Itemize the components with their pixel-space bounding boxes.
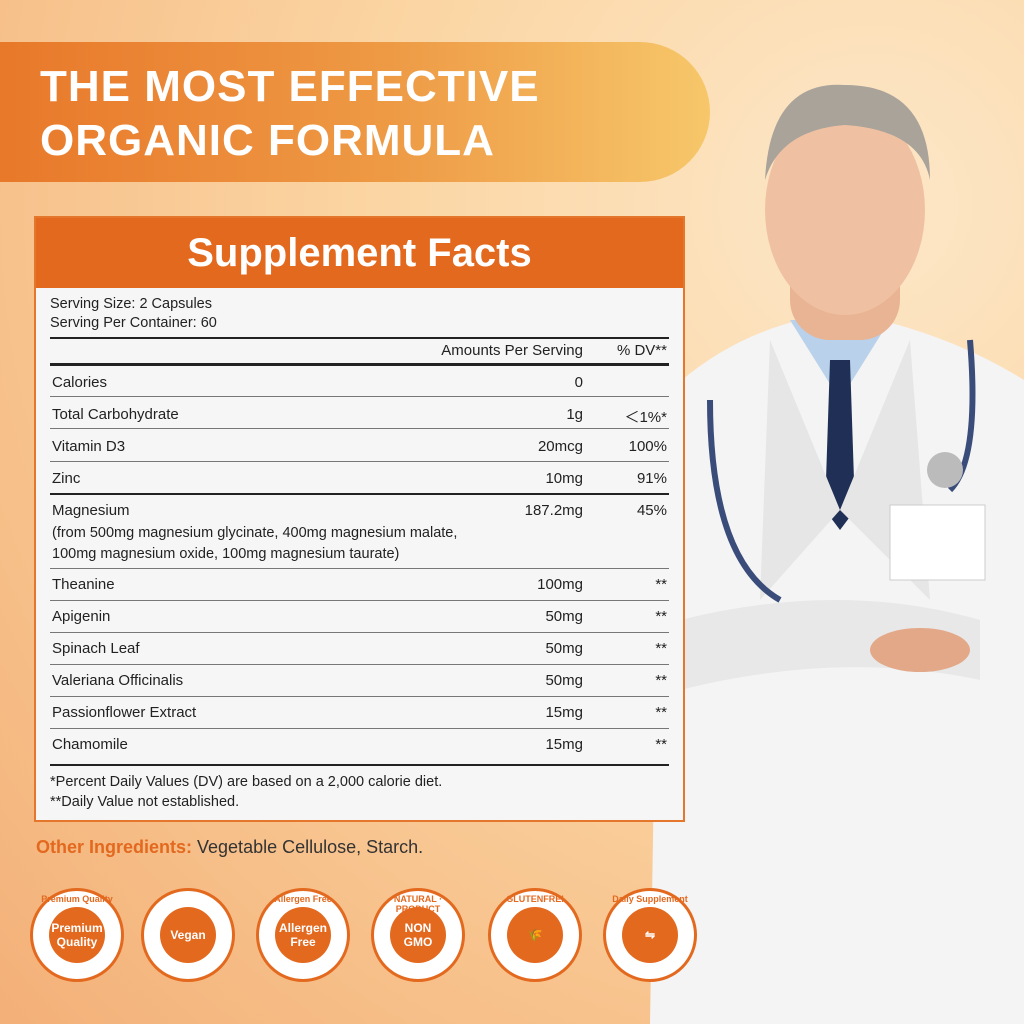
nutrient-dv: 45% <box>636 502 667 519</box>
divider <box>50 664 669 665</box>
serving-per-container: Serving Per Container: 60 <box>50 315 217 331</box>
nutrient-amount: 100mg <box>537 576 583 593</box>
divider <box>50 461 669 462</box>
other-ingredients-value: Vegetable Cellulose, Starch. <box>192 837 424 857</box>
nutrient-amount: 50mg <box>545 672 583 689</box>
badge-5: Daily Supplement ⇋ <box>603 888 697 982</box>
nutrient-amount: 10mg <box>545 470 583 487</box>
nutrient-amount: 15mg <box>545 704 583 721</box>
other-ingredients: Other Ingredients: Vegetable Cellulose, … <box>36 837 423 858</box>
nutrient-name: Passionflower Extract <box>52 704 197 721</box>
nutrient-amount: 20mcg <box>537 438 583 455</box>
nutrient-amount: 0 <box>574 374 583 391</box>
divider <box>50 632 669 633</box>
nutrient-dv: ** <box>655 608 667 625</box>
divider <box>50 600 669 601</box>
nutrient-dv: ** <box>655 640 667 657</box>
badge-2: Allergen Free Allergen Free <box>256 888 350 982</box>
divider <box>50 337 669 339</box>
divider <box>50 568 669 569</box>
nutrient-amount: 187.2mg <box>524 502 583 519</box>
nutrient-amount: 50mg <box>545 608 583 625</box>
badge-ring-text: Premium Quality <box>41 894 113 904</box>
headline-banner: THE MOST EFFECTIVE ORGANIC FORMULA <box>0 42 710 182</box>
other-ingredients-label: Other Ingredients: <box>36 837 193 857</box>
badge-center: NON GMO <box>390 907 446 963</box>
badge-ring-text <box>147 894 229 976</box>
badge-ring-text: Daily Supplement <box>612 894 688 904</box>
divider <box>50 728 669 729</box>
headline-line2: ORGANIC FORMULA <box>40 116 495 165</box>
nutrient-dv: 91% <box>636 470 667 487</box>
supplement-facts-panel: Supplement Facts Serving Size: 2 Capsule… <box>34 216 685 822</box>
nutrient-name: Total Carbohydrate <box>52 406 179 423</box>
badge-center: Allergen Free <box>275 907 331 963</box>
nutrient-name: Apigenin <box>52 608 111 625</box>
divider <box>50 396 669 397</box>
badge-ring-text: GLUTENFREI <box>506 894 564 904</box>
footnote-not-established: **Daily Value not established. <box>50 794 240 810</box>
nutrient-source-note: (from 500mg magnesium glycinate, 400mg m… <box>52 525 458 541</box>
divider <box>50 696 669 697</box>
doctor-image <box>650 84 1024 1024</box>
nutrient-name: Zinc <box>52 470 81 487</box>
nutrient-name: Spinach Leaf <box>52 640 140 657</box>
nutrient-dv: ** <box>655 576 667 593</box>
divider <box>50 493 669 495</box>
nutrient-dv: ** <box>655 736 667 753</box>
badge-ring-text: NATURAL · PRODUCT <box>393 894 443 914</box>
badge-center: Premium Quality <box>49 907 105 963</box>
facts-title: Supplement Facts <box>36 218 683 288</box>
badge-center: Vegan <box>160 907 216 963</box>
serving-size: Serving Size: 2 Capsules <box>50 296 212 312</box>
nutrient-amount: 1g <box>566 406 583 423</box>
badge-4: GLUTENFREI 🌾 <box>488 888 582 982</box>
divider <box>50 764 669 766</box>
badge-center: ⇋ <box>622 907 678 963</box>
nutrient-amount: 50mg <box>545 640 583 657</box>
badge-ring-text: Allergen Free <box>274 894 332 904</box>
nutrient-dv: ** <box>655 672 667 689</box>
divider <box>50 363 669 366</box>
nutrient-source-note: 100mg magnesium oxide, 100mg magnesium t… <box>52 546 400 562</box>
headline-line1: THE MOST EFFECTIVE <box>40 62 540 111</box>
nutrient-name: Valeriana Officinalis <box>52 672 184 689</box>
nutrient-dv: 100% <box>628 438 667 455</box>
nutrient-name: Vitamin D3 <box>52 438 126 455</box>
badge-0: Premium Quality Premium Quality <box>30 888 124 982</box>
nutrient-name: Chamomile <box>52 736 128 753</box>
badge-center: 🌾 <box>507 907 563 963</box>
badge-3: NATURAL · PRODUCT NON GMO <box>371 888 465 982</box>
column-dv-header: % DV** <box>616 342 667 359</box>
nutrient-amount: 15mg <box>545 736 583 753</box>
footnote-dv: *Percent Daily Values (DV) are based on … <box>50 774 443 790</box>
nutrient-name: Calories <box>52 374 108 391</box>
nutrient-dv: ＜1%* <box>624 409 667 426</box>
nutrient-name: Theanine <box>52 576 115 593</box>
divider <box>50 428 669 429</box>
nutrient-name: Magnesium <box>52 502 130 519</box>
nutrient-dv: ** <box>655 704 667 721</box>
column-amount-header: Amounts Per Serving <box>441 342 583 359</box>
badge-1: Vegan <box>141 888 235 982</box>
